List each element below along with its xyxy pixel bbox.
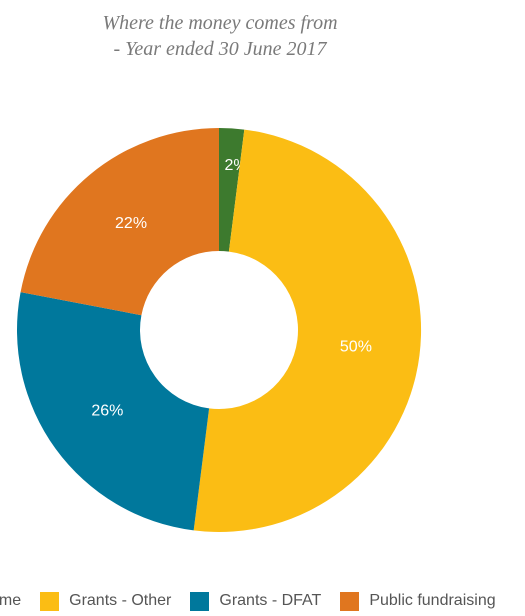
legend-item-grants-dfat: Grants - DFAT xyxy=(190,591,322,611)
donut-slice-label-3: 22% xyxy=(115,215,147,232)
donut-slice-label-1: 50% xyxy=(340,339,372,356)
chart-title-line-2: - Year ended 30 June 2017 xyxy=(113,38,327,60)
legend-item-other-income: come xyxy=(0,592,21,610)
legend-label-public-fundraising: Public fundraising xyxy=(369,592,496,609)
legend-item-public-fundraising: Public fundraising xyxy=(340,591,496,611)
legend-item-grants-other: Grants - Other xyxy=(40,591,172,611)
donut-slice-3 xyxy=(20,128,220,316)
legend-swatch-grants-dfat xyxy=(190,591,210,611)
donut-slice-0 xyxy=(219,128,245,252)
donut-slice-1 xyxy=(193,129,422,533)
legend-label-other-income: come xyxy=(0,592,22,609)
legend-label-grants-other: Grants - Other xyxy=(69,592,172,609)
legend-swatch-grants-other xyxy=(40,591,60,611)
chart-legend: come Grants - Other Grants - DFAT Public… xyxy=(0,590,515,612)
legend-swatch-public-fundraising xyxy=(340,591,360,611)
donut-slice-label-2: 26% xyxy=(91,402,123,419)
donut-slice-2 xyxy=(17,292,210,531)
chart-title-line-1: Where the money comes from xyxy=(102,12,338,34)
chart-title: Where the money comes from - Year ended … xyxy=(0,10,440,62)
legend-label-grants-dfat: Grants - DFAT xyxy=(219,592,322,609)
